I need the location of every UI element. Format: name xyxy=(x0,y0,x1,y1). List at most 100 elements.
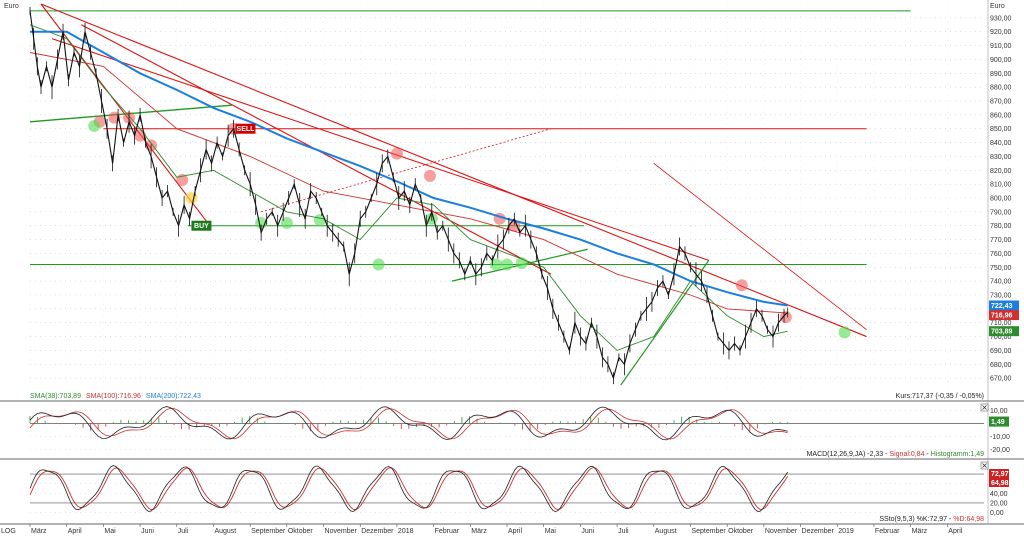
value-badge: 716,96 xyxy=(991,313,1013,320)
x-month-label: November xyxy=(325,528,358,535)
sto-badge-bg xyxy=(989,469,1009,478)
x-month-label: Juni xyxy=(141,528,154,535)
x-axis-months: März April Mai Juni Juli August September Oktob… xyxy=(29,524,963,535)
y-tick-label: 710,00 xyxy=(990,320,1012,327)
y-tick-label: 930,00 xyxy=(990,15,1012,22)
y-tick-label: 750,00 xyxy=(990,265,1012,272)
y-tick-label: 920,00 xyxy=(990,29,1012,36)
macd-label-hist: Histogramm:1,49 xyxy=(931,451,984,458)
x-month-label: April xyxy=(948,528,962,535)
macd-badge: 1,49 xyxy=(989,416,1009,427)
x-month-label: Juli xyxy=(618,528,629,535)
y-tick-label: 890,00 xyxy=(990,71,1012,78)
signal-circle xyxy=(735,279,748,292)
x-month-label: März xyxy=(471,528,487,535)
x-month-label: April xyxy=(508,528,522,535)
macd-y-tick-label: -20,00 xyxy=(990,447,1010,454)
y-tick-label: 730,00 xyxy=(990,293,1012,300)
x-month-label: April xyxy=(68,528,82,535)
signal-circle xyxy=(501,258,513,271)
y-tick-label: 700,00 xyxy=(990,334,1012,341)
x-month-label: 2018 xyxy=(398,528,414,535)
macd-label-sep: - xyxy=(924,451,930,458)
sma100-line xyxy=(29,52,788,314)
value-badge-bg xyxy=(989,326,1019,337)
legend-sma38: SMA(38):703,89 xyxy=(30,393,81,400)
x-month-label: Mai xyxy=(104,528,116,535)
kurs-label: Kurs:717,37 (-0,35 / -0,05%) xyxy=(896,393,984,400)
legend-sma200: SMA(200):722,43 xyxy=(146,393,201,400)
y-tick-label: 820,00 xyxy=(990,168,1012,175)
macd-y-tick-label: 10,00 xyxy=(990,408,1008,415)
y-tick-label: 860,00 xyxy=(990,112,1012,119)
signal-circle xyxy=(423,169,436,182)
x-month-label: 2019 xyxy=(838,528,854,535)
macd-y-tick-label: -10,00 xyxy=(990,434,1010,441)
sto-k-line xyxy=(29,465,789,513)
x-month-label: Juli xyxy=(178,528,189,535)
y-tick-label: 850,00 xyxy=(990,126,1012,133)
signal-circle xyxy=(372,258,385,271)
value-badge: 703,89 xyxy=(991,329,1013,336)
x-month-label: Dezember xyxy=(361,528,394,535)
signal-circle xyxy=(779,311,792,324)
value-badge: 722,43 xyxy=(991,303,1013,310)
value-badge-bg xyxy=(989,300,1019,311)
y-tick-label: 740,00 xyxy=(990,279,1012,286)
signal-badge-bg xyxy=(235,123,256,134)
signal-badge-sell: SELL xyxy=(237,126,256,133)
currency-label-left: Euro xyxy=(4,3,19,10)
macd-line xyxy=(29,406,788,441)
macd-label: MACD(12,26,9,JA) -2,33 - Signal:0,84 - H… xyxy=(807,451,985,458)
log-toggle[interactable]: LOG xyxy=(1,528,16,535)
sto-badge-text: 64,98 xyxy=(991,480,1009,487)
signal-circle xyxy=(185,192,198,204)
signal-circle xyxy=(88,119,101,132)
value-badge-bg xyxy=(989,310,1019,321)
signal-badges: SELL BUY xyxy=(191,123,256,231)
x-month-label: Februar xyxy=(435,528,460,535)
x-month-label: September xyxy=(691,528,726,535)
x-month-label: November xyxy=(765,528,798,535)
sto-badges: 72,97 64,98 xyxy=(989,469,1009,487)
y-tick-label: 770,00 xyxy=(990,237,1012,244)
y-tick-label: 800,00 xyxy=(990,196,1012,203)
legend-sma100: SMA(100):716,96 xyxy=(86,393,141,400)
signal-circle xyxy=(838,326,851,339)
x-month-label: März xyxy=(912,528,928,535)
y-tick-label: 810,00 xyxy=(990,182,1012,189)
sto-y-tick-label: 0,00 xyxy=(990,510,1004,517)
macd-lines xyxy=(29,406,789,441)
x-month-label: August xyxy=(655,528,677,535)
y-tick-label: 910,00 xyxy=(990,43,1012,50)
y-tick-label: 830,00 xyxy=(990,154,1012,161)
y-tick-label: 690,00 xyxy=(990,348,1012,355)
signal-badge-bg xyxy=(191,220,212,231)
x-month-label: März xyxy=(31,528,47,535)
macd-close-icon[interactable] xyxy=(980,403,989,412)
y-tick-label: 680,00 xyxy=(990,362,1012,369)
x-month-label: Oktober xyxy=(288,528,314,535)
macd-badge-bg xyxy=(989,416,1009,427)
x-month-label: August xyxy=(214,528,236,535)
price-y-axis: 670,00680,00690,00700,00710,00720,00730,… xyxy=(990,15,1012,382)
sto-label: SSto(9,5,3) %K:72,97 - %D:64,98 xyxy=(879,516,984,523)
trendline-red-3 xyxy=(653,163,867,330)
sto-grid xyxy=(30,473,984,513)
sto-y-tick-label: 40,00 xyxy=(990,491,1008,498)
signal-circle xyxy=(313,214,326,227)
y-tick-label: 880,00 xyxy=(990,85,1012,92)
macd-label-signal: Signal:0,84 xyxy=(889,451,924,458)
value-badges: 722,43 716,96 703,89 xyxy=(989,300,1019,337)
signal-circle xyxy=(489,258,502,271)
sto-y-tick-label: 20,00 xyxy=(990,500,1008,507)
sto-label-d: %D:64,98 xyxy=(953,516,984,523)
price-line xyxy=(29,10,789,380)
sma38-line xyxy=(29,24,788,351)
y-tick-label: 670,00 xyxy=(990,376,1012,383)
x-month-label: September xyxy=(251,528,286,535)
y-tick-label: 840,00 xyxy=(990,140,1012,147)
sto-badge-text: 72,97 xyxy=(991,471,1009,478)
sto-close-icon[interactable] xyxy=(980,461,989,470)
